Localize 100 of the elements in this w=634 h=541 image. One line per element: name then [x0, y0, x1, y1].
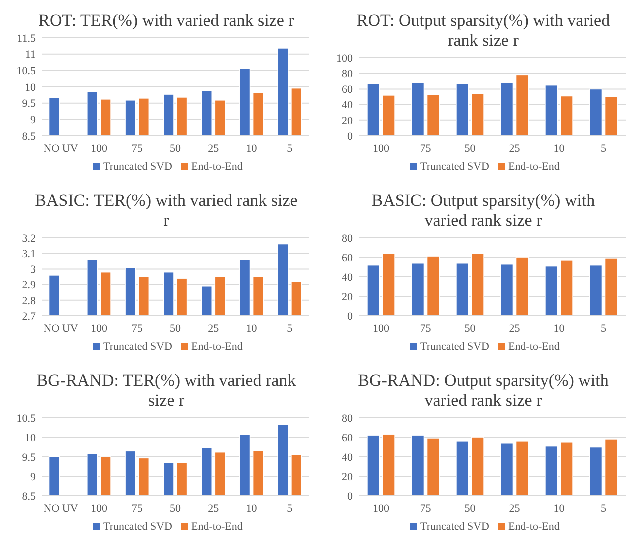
y-tick-label: 60: [342, 252, 354, 264]
y-tick-label: 3.1: [22, 248, 36, 260]
y-tick-label: 40: [342, 452, 354, 464]
bar: [604, 439, 618, 496]
bar: [560, 442, 574, 496]
y-tick-label: 0: [348, 130, 354, 143]
chart-title: BASIC: TER(%) with varied rank size r: [35, 191, 298, 230]
x-tick-label: 25: [208, 503, 220, 515]
bar: [367, 83, 380, 136]
y-tick-label: 10.5: [16, 412, 36, 425]
x-tick-label: 5: [601, 323, 607, 335]
y-tick-label: 9: [30, 114, 36, 127]
legend-label: Truncated SVD: [104, 521, 173, 533]
y-tick-label: 10: [25, 82, 36, 94]
bar: [367, 435, 380, 496]
x-tick-label: 5: [287, 503, 294, 515]
y-tick-label: 10: [25, 432, 36, 444]
y-tick-label: 0: [348, 490, 354, 503]
bar: [500, 264, 514, 316]
bar: [604, 258, 618, 316]
y-tick-label: 60: [342, 84, 354, 96]
y-tick-label: 9.5: [22, 98, 36, 110]
x-tick-label: NO UV: [44, 323, 78, 335]
bar: [560, 96, 574, 136]
y-tick-label: 3.2: [22, 232, 36, 245]
bar: [382, 434, 396, 496]
x-tick-label: 100: [373, 323, 390, 335]
x-tick-label: 75: [132, 323, 144, 335]
y-tick-label: 11.5: [17, 32, 36, 45]
bar: [382, 253, 396, 316]
x-tick-label: 100: [90, 323, 108, 335]
x-tick-label: 100: [373, 143, 390, 155]
x-tick-label: 10: [554, 503, 566, 515]
y-tick-label: 8.5: [22, 130, 36, 143]
y-tick-label: 2.8: [22, 295, 36, 308]
bar: [500, 82, 514, 136]
bar: [471, 253, 484, 316]
x-tick-label: 75: [132, 143, 144, 155]
bar: [471, 437, 484, 496]
legend-label: End-to-End: [508, 341, 560, 353]
y-tick-label: 3: [30, 264, 36, 276]
x-tick-label: 100: [90, 143, 108, 155]
chart-title: ROT: Output sparsity(%) with varied rank size r: [356, 11, 611, 50]
x-tick-label: NO UV: [44, 503, 78, 515]
legend-label: Truncated SVD: [420, 161, 490, 173]
y-tick-label: 60: [342, 432, 354, 444]
x-tick-label: 50: [170, 143, 182, 155]
bar: [545, 84, 558, 136]
legend-label: Truncated SVD: [104, 161, 173, 173]
legend-label: Truncated SVD: [420, 341, 490, 353]
bar: [412, 435, 425, 496]
y-tick-label: 80: [342, 232, 354, 245]
bar: [456, 83, 470, 136]
legend-label: Truncated SVD: [104, 341, 173, 353]
y-tick-label: 40: [342, 100, 354, 112]
x-tick-label: 25: [509, 143, 521, 155]
bar: [604, 96, 618, 136]
x-tick-label: 10: [554, 143, 566, 155]
bar: [590, 88, 603, 136]
x-tick-label: 5: [601, 503, 607, 515]
x-tick-label: 50: [170, 503, 182, 515]
legend-label: End-to-End: [508, 521, 560, 533]
bar: [516, 257, 529, 316]
y-tick-label: 2.7: [22, 310, 36, 323]
x-tick-label: 10: [246, 503, 258, 515]
x-tick-label: 100: [90, 503, 108, 515]
x-tick-label: 50: [464, 503, 476, 515]
y-tick-label: 40: [342, 272, 354, 284]
x-tick-label: NO UV: [44, 143, 78, 155]
chart-title: BG-RAND: TER(%) with varied rank size r: [36, 371, 297, 410]
x-tick-label: 10: [246, 143, 258, 155]
bar: [426, 94, 440, 136]
bar: [456, 441, 470, 496]
bar: [412, 262, 425, 316]
y-tick-label: 0: [348, 310, 354, 323]
y-tick-label: 20: [342, 115, 354, 128]
legend-label: End-to-End: [192, 341, 244, 353]
bar: [545, 446, 558, 496]
y-tick-label: 11: [25, 49, 36, 62]
bar: [500, 442, 514, 496]
x-tick-label: 25: [208, 143, 220, 155]
x-tick-label: 75: [420, 143, 432, 155]
bar: [560, 260, 574, 316]
x-tick-label: 25: [509, 503, 521, 515]
bar: [367, 264, 380, 316]
x-tick-label: 75: [420, 503, 432, 515]
chart-title: BASIC: Output sparsity(%) with varied rank size r: [372, 191, 596, 230]
y-tick-label: 20: [342, 291, 354, 304]
bar: [456, 262, 470, 316]
legend-label: End-to-End: [508, 161, 560, 173]
y-tick-label: 80: [342, 412, 354, 425]
chart-title: ROT: TER(%) with varied rank size r: [38, 11, 295, 30]
x-tick-label: 100: [373, 503, 390, 515]
chart-title: BG-RAND: Output sparsity(%) with varied rank size r: [358, 371, 610, 410]
x-tick-label: 5: [601, 143, 607, 155]
x-tick-label: 25: [509, 323, 521, 335]
x-tick-label: 5: [287, 323, 294, 335]
x-tick-label: 75: [132, 503, 144, 515]
legend-label: Truncated SVD: [420, 521, 490, 533]
x-tick-label: 5: [287, 143, 294, 155]
